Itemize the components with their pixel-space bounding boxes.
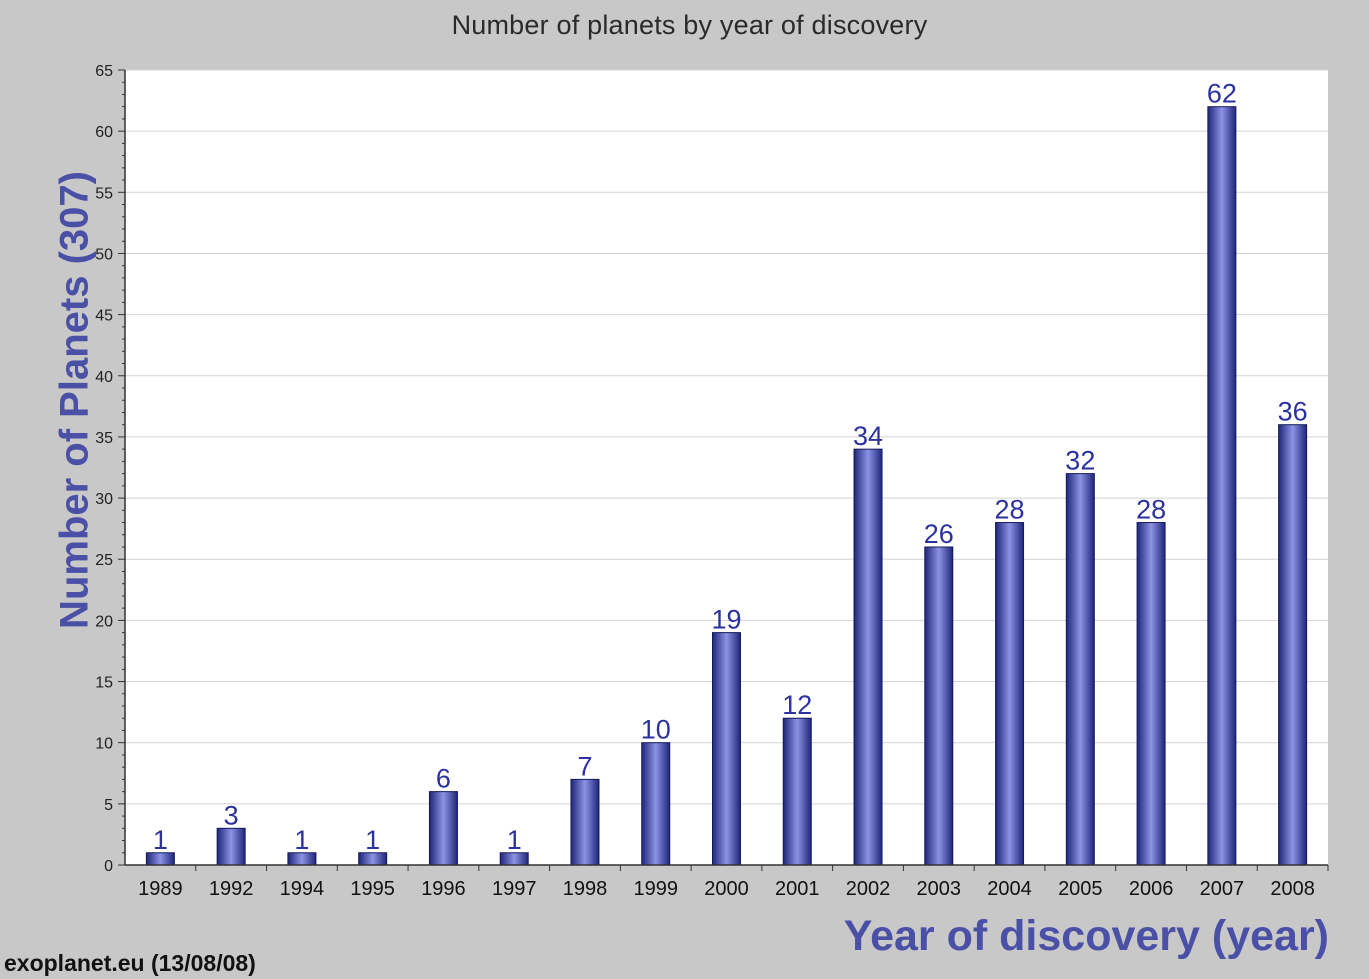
x-tick-label-2000: 2000 xyxy=(704,878,749,900)
bar-2005 xyxy=(1065,473,1095,866)
bar-2003 xyxy=(924,546,954,866)
x-tick-label-2008: 2008 xyxy=(1270,878,1315,900)
x-tick-label-1995: 1995 xyxy=(350,878,395,900)
bar-2002 xyxy=(853,448,883,866)
x-tick-label-2007: 2007 xyxy=(1200,878,1245,900)
y-tick-label: 20 xyxy=(95,613,113,630)
x-tick-label-2002: 2002 xyxy=(846,878,891,900)
bar-2001 xyxy=(782,717,812,866)
data-label-1989: 1 xyxy=(153,825,168,855)
data-label-1996: 6 xyxy=(436,764,451,794)
data-label-1998: 7 xyxy=(577,751,592,781)
data-label-2007: 62 xyxy=(1207,79,1237,109)
bar-2004 xyxy=(995,522,1025,866)
data-label-1992: 3 xyxy=(224,800,239,830)
data-label-2004: 28 xyxy=(995,495,1025,525)
gridlines xyxy=(125,69,1328,805)
data-label-1999: 10 xyxy=(641,715,671,745)
y-tick-label: 10 xyxy=(95,736,113,753)
y-tick-label: 35 xyxy=(95,430,113,447)
bar-2000 xyxy=(712,632,741,866)
data-label-2008: 36 xyxy=(1278,397,1308,427)
bar-1992 xyxy=(216,827,246,866)
y-axis-title: Number of Planets (307) xyxy=(52,171,97,629)
x-tick-label-2004: 2004 xyxy=(987,878,1032,900)
data-label-1995: 1 xyxy=(365,825,380,855)
x-tick-label-1999: 1999 xyxy=(633,878,678,900)
data-label-1994: 1 xyxy=(294,825,309,855)
x-tick-label-1998: 1998 xyxy=(563,878,608,900)
x-tick-label-2006: 2006 xyxy=(1129,878,1174,900)
y-tick-label: 65 xyxy=(95,63,113,80)
x-tick-label-1989: 1989 xyxy=(138,878,183,900)
data-label-2001: 12 xyxy=(782,690,812,720)
y-tick-label: 25 xyxy=(95,552,113,569)
bar-1999 xyxy=(641,742,671,866)
bar-1998 xyxy=(570,778,600,866)
data-label-2006: 28 xyxy=(1136,495,1166,525)
x-tick-label-2005: 2005 xyxy=(1058,878,1103,900)
x-tick-label-1994: 1994 xyxy=(280,878,325,900)
data-label-2005: 32 xyxy=(1065,446,1095,476)
chart-title: Number of planets by year of discovery xyxy=(451,10,928,40)
data-label-2000: 19 xyxy=(711,605,741,635)
x-tick-label-2003: 2003 xyxy=(917,878,962,900)
bar-2007 xyxy=(1207,106,1237,866)
axes: 0 5 10 15 20 25 30 35 40 45 50 55 60 65 1989 1992 1994 19… xyxy=(95,63,1329,900)
data-label-2003: 26 xyxy=(924,519,954,549)
y-tick-label: 0 xyxy=(104,858,113,875)
y-tick-label: 15 xyxy=(95,675,113,692)
y-tick-label: 60 xyxy=(95,124,113,141)
x-tick-label-1997: 1997 xyxy=(492,878,537,900)
y-tick-label: 45 xyxy=(95,308,113,325)
x-tick-label-1992: 1992 xyxy=(209,878,254,900)
bar-2008 xyxy=(1278,424,1308,866)
x-tick-label-2001: 2001 xyxy=(775,878,820,900)
data-label-2002: 34 xyxy=(853,421,883,451)
y-tick-label: 40 xyxy=(95,369,113,386)
y-tick-label: 30 xyxy=(95,491,113,508)
source-credit: exoplanet.eu (13/08/08) xyxy=(4,950,256,976)
data-label-1997: 1 xyxy=(507,825,522,855)
y-tick-label: 5 xyxy=(104,797,113,814)
bar-1996 xyxy=(428,791,458,866)
x-tick-label-1996: 1996 xyxy=(421,878,466,900)
y-tick-label: 55 xyxy=(95,185,113,202)
bar-2006 xyxy=(1136,522,1166,866)
x-axis-title: Year of discovery (year) xyxy=(843,912,1329,960)
y-tick-label: 50 xyxy=(95,246,113,263)
